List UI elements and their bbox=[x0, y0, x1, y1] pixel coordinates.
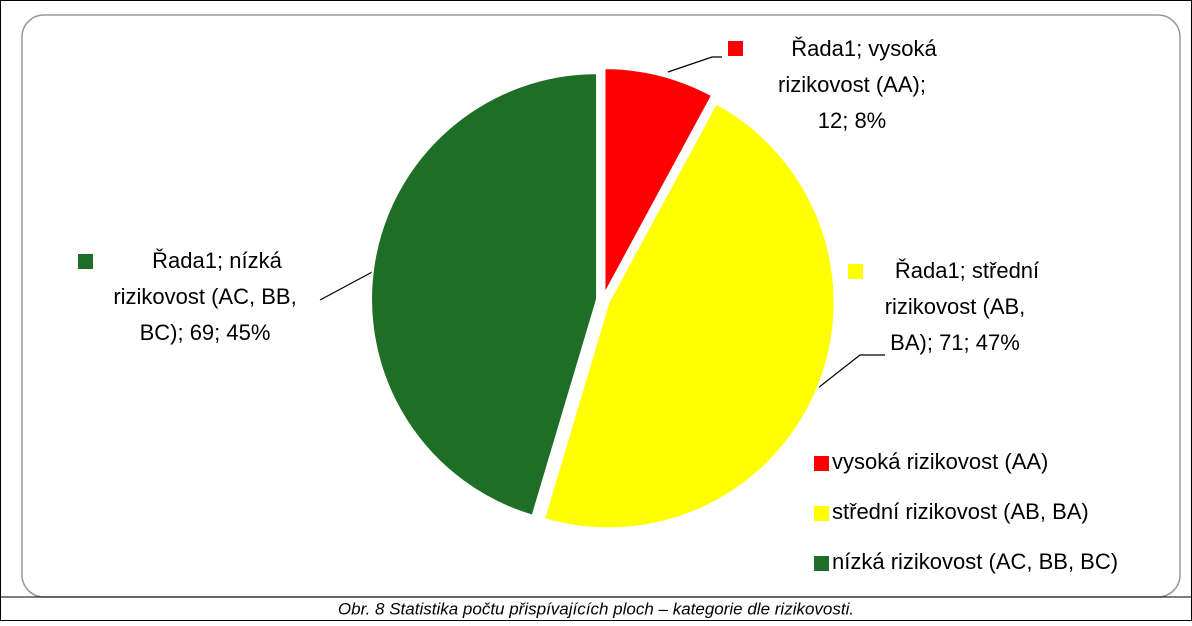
caption: Obr. 8 Statistika počtu přispívajících p… bbox=[338, 599, 854, 618]
data-label: Řada1; nízká bbox=[152, 248, 282, 273]
data-label: 12; 8% bbox=[818, 108, 887, 133]
data-label: Řada1; vysoká bbox=[791, 36, 937, 61]
legend-label: vysoká rizikovost (AA) bbox=[832, 449, 1048, 474]
leader-line bbox=[817, 354, 885, 389]
pie-slice bbox=[370, 72, 599, 517]
label-marker bbox=[848, 264, 863, 279]
label-marker bbox=[728, 41, 743, 56]
label-marker bbox=[78, 254, 93, 269]
data-label: rizikovost (AB, bbox=[885, 294, 1026, 319]
pie-slice bbox=[542, 102, 836, 530]
pie-slice bbox=[603, 67, 714, 295]
data-label: rizikovost (AA); bbox=[778, 72, 926, 97]
leader-line bbox=[667, 56, 722, 73]
leader-line bbox=[319, 269, 377, 301]
legend-label: nízká rizikovost (AC, BB, BC) bbox=[832, 549, 1118, 574]
data-label: BC); 69; 45% bbox=[140, 320, 271, 345]
data-label: rizikovost (AC, BB, bbox=[113, 284, 296, 309]
data-label: BA); 71; 47% bbox=[890, 330, 1020, 355]
legend-label: střední rizikovost (AB, BA) bbox=[832, 499, 1089, 524]
legend-swatch bbox=[814, 456, 829, 471]
data-label: Řada1; střední bbox=[895, 258, 1039, 283]
legend-swatch bbox=[814, 506, 829, 521]
legend-swatch bbox=[814, 556, 829, 571]
